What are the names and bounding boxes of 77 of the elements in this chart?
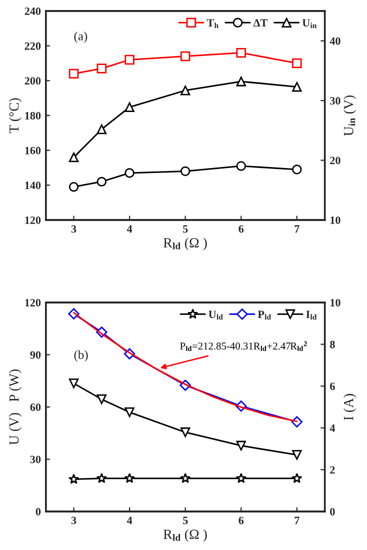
point (68, 474, 80, 484)
x-axis-title: R$_{ld}$ (Ω ) (164, 238, 207, 250)
y-tick-label: 60 (30, 403, 41, 411)
point (236, 48, 246, 58)
x-tick-label: 5 (183, 225, 188, 233)
x-tick-label: 7 (294, 225, 300, 233)
point (180, 86, 190, 96)
y2-axis-title: I (A) (344, 394, 356, 420)
point (180, 472, 191, 484)
x-tick-label: 6 (238, 516, 244, 524)
point (292, 164, 302, 174)
point (236, 440, 246, 451)
y2-tick-label: 20 (330, 156, 340, 164)
point (180, 427, 190, 438)
y2-tick-label: 40 (330, 37, 340, 45)
y2-tick-label: 10 (330, 216, 340, 224)
point (236, 76, 246, 86)
point (124, 54, 134, 65)
point (96, 124, 107, 134)
y-tick-label: 30 (30, 456, 41, 464)
y-tick-label: 0 (36, 508, 41, 516)
point (124, 168, 134, 178)
x-tick-label: 6 (238, 225, 244, 233)
x-tick-label: 3 (71, 225, 76, 233)
y2-tick-label: 30 (330, 97, 340, 105)
y2-axis-title: U$_{in}$ (V) (344, 95, 356, 136)
point (96, 394, 107, 404)
y-tick-label: 200 (24, 77, 41, 85)
x-tick-label: 3 (71, 516, 76, 524)
point (96, 472, 107, 484)
y2-tick-label: 0 (330, 508, 335, 516)
point (96, 64, 107, 74)
point (292, 472, 302, 484)
legend-label: U$_{ld}$ (208, 310, 223, 320)
x-tick-label: 7 (294, 516, 300, 524)
y2-tick-label: 8 (330, 340, 335, 348)
y-tick-label: 160 (25, 146, 41, 154)
point (236, 161, 246, 171)
point (292, 82, 302, 92)
legend-label: U$_{in}$ (302, 19, 317, 28)
point (68, 378, 79, 388)
y-axis-title: U (V) P (W) (8, 369, 22, 445)
point (292, 58, 302, 68)
legend-label: P$_{ld}$ (258, 310, 271, 320)
y-tick-label: 180 (25, 112, 41, 120)
point (180, 166, 190, 176)
annotation: P$_{ld}$=212.85-40.31R$_{ld}$+2.47R$_{ld}$$^{2}$ (180, 341, 307, 351)
legend-label: ΔT (253, 19, 268, 27)
y-tick-label: 240 (24, 7, 41, 15)
x-tick-label: 4 (126, 225, 132, 233)
y-tick-label: 220 (24, 42, 41, 50)
legend-label: I$_{ld}$ (306, 310, 317, 320)
y-tick-label: 120 (25, 298, 41, 306)
point (68, 152, 79, 162)
point (124, 407, 134, 418)
x-tick-label: 4 (126, 516, 132, 524)
y2-tick-label: 2 (330, 466, 335, 474)
point (68, 182, 79, 192)
annotation: (a) (74, 32, 88, 43)
y-axis-title: T (°C) (8, 98, 22, 134)
y-tick-label: 140 (25, 182, 41, 190)
point (124, 472, 135, 484)
legend-label: T$_{h}$ (206, 19, 218, 28)
point (236, 472, 246, 484)
point (180, 51, 190, 62)
annotation: (b) (74, 350, 88, 362)
x-tick-label: 5 (183, 516, 188, 524)
y-tick-label: 120 (25, 216, 41, 224)
y-tick-label: 90 (30, 351, 41, 359)
point (124, 102, 134, 112)
y2-tick-label: 4 (330, 424, 336, 432)
point (96, 176, 107, 187)
y2-tick-label: 6 (330, 382, 335, 390)
point (292, 450, 302, 460)
x-axis-title: R$_{ld}$ (Ω ) (164, 529, 207, 542)
point (68, 68, 79, 79)
y2-tick-label: 10 (330, 298, 340, 306)
